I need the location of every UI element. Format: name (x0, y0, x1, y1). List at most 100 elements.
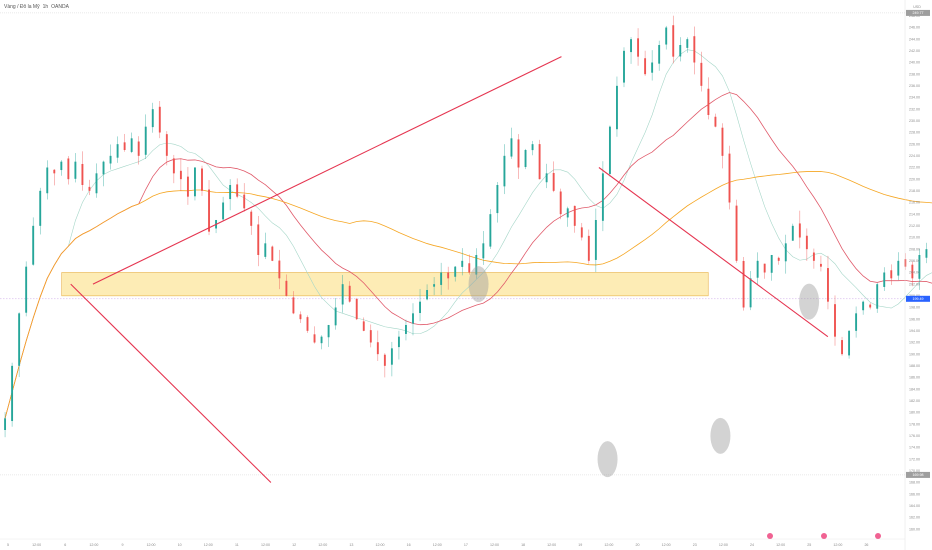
price-tick-label: 194.00 (909, 329, 920, 333)
time-tick-label: 19 (578, 543, 582, 547)
event-marker-icon[interactable] (821, 533, 827, 539)
candle-body (102, 161, 105, 175)
price-tick-label: 248.00 (909, 14, 920, 18)
candle-body (496, 185, 499, 214)
time-tick-label: 12:00 (833, 543, 842, 547)
price-tick-label: 180.00 (909, 411, 920, 415)
candles (4, 15, 928, 438)
price-tick-label: 160.00 (909, 527, 920, 531)
price-tick-label: 170.00 (909, 469, 920, 473)
time-tick-label: 12:00 (604, 543, 613, 547)
time-axis[interactable]: 5 12:00 6 12:00 9 12:00 10 12:00 11 12:00 12 12:00 1… (0, 533, 905, 547)
candle-body (580, 227, 583, 238)
interval-label[interactable]: 1h (42, 4, 49, 10)
time-tick-label: 12:00 (375, 543, 384, 547)
event-marker-icon[interactable] (767, 533, 773, 539)
candle-body (616, 85, 618, 130)
candle-body (229, 185, 232, 200)
candle-body (236, 184, 239, 197)
candle-body (630, 39, 632, 53)
candle-body (819, 263, 822, 267)
ma-slow-line (4, 171, 932, 419)
price-tick-label: 244.00 (909, 37, 920, 41)
price-tick-label: 236.00 (909, 84, 920, 88)
candle-body (489, 214, 492, 247)
time-tick-label: 12:00 (433, 543, 442, 547)
price-tick-label: 224.00 (909, 154, 920, 158)
event-marker-icon[interactable] (875, 533, 881, 539)
candle-body (390, 348, 393, 365)
candle-body (278, 260, 281, 279)
price-tick-label: 238.00 (909, 72, 920, 76)
price-tick-label: 234.00 (909, 96, 920, 100)
source-label: OANDA (51, 4, 69, 10)
candle-body (876, 284, 879, 309)
candle-body (179, 170, 182, 180)
candle-body (855, 313, 858, 331)
candle-body (454, 266, 457, 277)
axis-currency-label: USD (913, 5, 921, 9)
candle-body (397, 336, 400, 348)
candle-body (623, 50, 625, 83)
price-tick-label: 242.00 (909, 49, 920, 53)
symbol-label[interactable]: Vàng / Đô la Mỹ (4, 4, 40, 10)
candle-body (503, 155, 506, 187)
candle-body (341, 284, 344, 305)
candle-body (292, 297, 295, 314)
candle-body (721, 127, 724, 156)
trendline-1[interactable] (92, 56, 562, 285)
candle-body (531, 144, 534, 151)
candle-body (334, 307, 337, 326)
trendline-3[interactable] (598, 167, 829, 338)
candle-body (144, 126, 147, 155)
time-tick-label: 11 (235, 543, 239, 547)
price-tick-label: 210.00 (909, 236, 920, 240)
candle-body (904, 259, 907, 267)
candle-body (644, 58, 647, 75)
candle-body (320, 336, 323, 344)
candle-body (299, 314, 302, 320)
price-tick-label: 196.00 (909, 317, 920, 321)
candle-body (482, 243, 485, 259)
candle-body (798, 223, 801, 238)
candle-body (313, 334, 316, 343)
ma-mid-line (4, 92, 932, 419)
candle-body (151, 109, 154, 128)
support-resistance-zone (61, 272, 709, 297)
time-tick-label: 24 (750, 543, 754, 547)
highlight-circles (468, 266, 820, 478)
trendline-2[interactable] (70, 283, 272, 483)
candle-body (651, 62, 654, 73)
price-tick-label: 212.00 (909, 224, 920, 228)
candle-body (440, 272, 443, 285)
trendlines[interactable] (70, 56, 829, 483)
candle-body (369, 330, 372, 343)
candle-body (763, 263, 766, 273)
candle-body (186, 176, 189, 197)
candle-body (658, 45, 661, 64)
candle-body (433, 284, 436, 287)
time-tick-label: 12:00 (776, 543, 785, 547)
candle-body (201, 168, 203, 191)
candle-body (573, 205, 576, 226)
candle-body (812, 252, 815, 261)
time-tick-label: 12 (292, 543, 296, 547)
candle-body (841, 340, 843, 355)
time-tick-label: 9 (121, 543, 123, 547)
price-axis[interactable]: USD 248.00 246.00 244.00 242.00 240.00 238.00 2… (904, 0, 930, 550)
candle-body (770, 255, 773, 273)
candle-body (784, 243, 787, 262)
candle-body (728, 153, 731, 203)
highlight-circle-1 (468, 266, 489, 303)
candle-body (419, 301, 421, 314)
candle-body (672, 25, 675, 57)
candle-body (405, 325, 407, 334)
candle-body (735, 205, 738, 261)
candle-body (306, 317, 309, 331)
time-tick-label: 12:00 (89, 543, 98, 547)
ma-fast-line (4, 49, 932, 419)
candle-body (4, 418, 7, 430)
time-tick-label: 18 (521, 543, 525, 547)
